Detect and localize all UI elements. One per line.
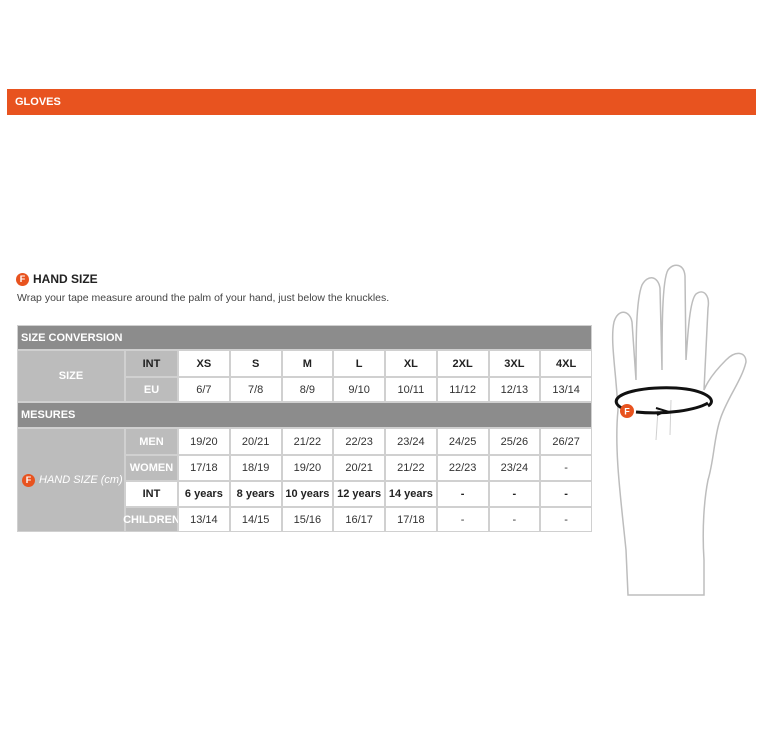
cell: 4XL: [540, 350, 592, 377]
hand-lines: [655, 399, 672, 441]
cell: 20/21: [333, 455, 385, 481]
cell: 8 years: [229, 481, 282, 507]
icon: F: [16, 272, 29, 286]
cell: 12 years: [333, 481, 385, 507]
measure-arc: [635, 401, 709, 415]
cell: 19/20: [178, 428, 230, 455]
cell: -: [488, 481, 541, 507]
icon: F: [22, 473, 35, 487]
cell: 23/24: [488, 455, 541, 481]
cell: 13/14: [178, 507, 230, 532]
cell: -: [540, 481, 592, 507]
cell: XL: [385, 350, 437, 377]
cell: 26/27: [540, 428, 592, 455]
cell: 11/12: [436, 377, 489, 402]
row-label: WOMEN: [125, 455, 178, 481]
row-label: MEN: [125, 428, 178, 455]
cell: 16/17: [333, 507, 385, 532]
cell: -: [436, 507, 489, 532]
cell: -: [488, 507, 541, 532]
description: Wrap your tape measure around the palm o…: [17, 292, 390, 304]
cell: 20/21: [229, 428, 282, 455]
cell: 6 years: [178, 481, 230, 507]
title: GLOVES: [15, 96, 61, 108]
cell: 19/20: [281, 455, 334, 481]
title-bar: GLOVES: [7, 89, 756, 115]
cell: 10/11: [385, 377, 437, 402]
cell: 18/19: [229, 455, 282, 481]
hand-figure: F: [611, 264, 747, 596]
icon-circle: [620, 404, 634, 418]
arrow-head: [655, 407, 669, 416]
cell: 2XL: [436, 350, 489, 377]
cell: 21/22: [385, 455, 437, 481]
cell: 8/9: [281, 377, 334, 402]
cell: 9/10: [333, 377, 385, 402]
cell: 17/18: [385, 507, 437, 532]
row-group-label: SIZE: [17, 350, 125, 402]
section-header: MESURES: [17, 402, 592, 428]
cell: 6/7: [178, 377, 230, 402]
row-label: CHILDREN: [123, 507, 180, 532]
cell: XS: [178, 350, 230, 377]
section-heading: F HAND SIZE: [16, 272, 98, 286]
cell: 12/13: [488, 377, 541, 402]
row-label: INT: [125, 350, 178, 377]
hand-outline: [611, 264, 747, 596]
section-title: HAND SIZE: [33, 272, 98, 286]
cell: 15/16: [281, 507, 334, 532]
cell: 10 years: [281, 481, 334, 507]
cell: L: [333, 350, 385, 377]
cell: 3XL: [488, 350, 541, 377]
measure-arc: [614, 386, 713, 412]
cell: 25/26: [488, 428, 541, 455]
cell: 14 years: [385, 481, 437, 507]
cell: M: [281, 350, 334, 377]
section-header: SIZE CONVERSION: [17, 325, 592, 350]
cell: 24/25: [436, 428, 489, 455]
cell: -: [540, 507, 592, 532]
cell: -: [540, 455, 592, 481]
cell: 13/14: [540, 377, 592, 402]
cell: 22/23: [333, 428, 385, 455]
row-group-label: F HAND SIZE (cm): [17, 428, 125, 532]
cell: -: [436, 481, 489, 507]
cell: 7/8: [229, 377, 282, 402]
cell: 23/24: [385, 428, 437, 455]
cell: 17/18: [178, 455, 230, 481]
cell: S: [229, 350, 282, 377]
row-label: INT: [125, 481, 178, 507]
cell: 14/15: [229, 507, 282, 532]
row-label: EU: [125, 377, 178, 402]
icon: F: [624, 407, 630, 417]
cell: 21/22: [281, 428, 334, 455]
cell: 22/23: [436, 455, 489, 481]
row-group-label-text: HAND SIZE (cm): [39, 474, 123, 486]
